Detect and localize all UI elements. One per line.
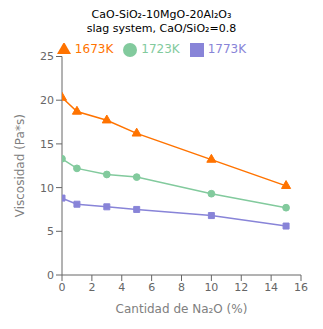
svg-text:14: 14: [264, 281, 278, 294]
html-text:1773K: 1773K: [207, 42, 247, 56]
svg-text:20: 20: [40, 94, 54, 107]
svg-text:15: 15: [40, 138, 54, 151]
svg-text:Viscosidad (Pa*s): Viscosidad (Pa*s): [13, 114, 27, 217]
svg-text:2: 2: [88, 281, 95, 294]
svg-text:Cantidad de Na₂O (%): Cantidad de Na₂O (%): [116, 302, 248, 316]
svg-text:0: 0: [59, 281, 66, 294]
svg-text:5: 5: [47, 225, 54, 238]
svg-text:6: 6: [148, 281, 155, 294]
svg-text:4: 4: [118, 281, 125, 294]
svg-text:12: 12: [234, 281, 248, 294]
html-text:CaO-SiO₂-10MgO-20Al₂O₃: CaO-SiO₂-10MgO-20Al₂O₃: [91, 8, 232, 21]
html-text:1723K: 1723K: [141, 42, 180, 56]
svg-text:25: 25: [40, 50, 54, 63]
svg-text:8: 8: [178, 281, 185, 294]
svg-text:0: 0: [47, 269, 54, 282]
html-text:1673K: 1673K: [74, 42, 114, 56]
svg-text:10: 10: [204, 281, 218, 294]
svg-text:16: 16: [294, 281, 308, 294]
svg-text:10: 10: [40, 182, 54, 195]
html-text:slag system, CaO/SiO₂=0.8: slag system, CaO/SiO₂=0.8: [86, 22, 237, 35]
